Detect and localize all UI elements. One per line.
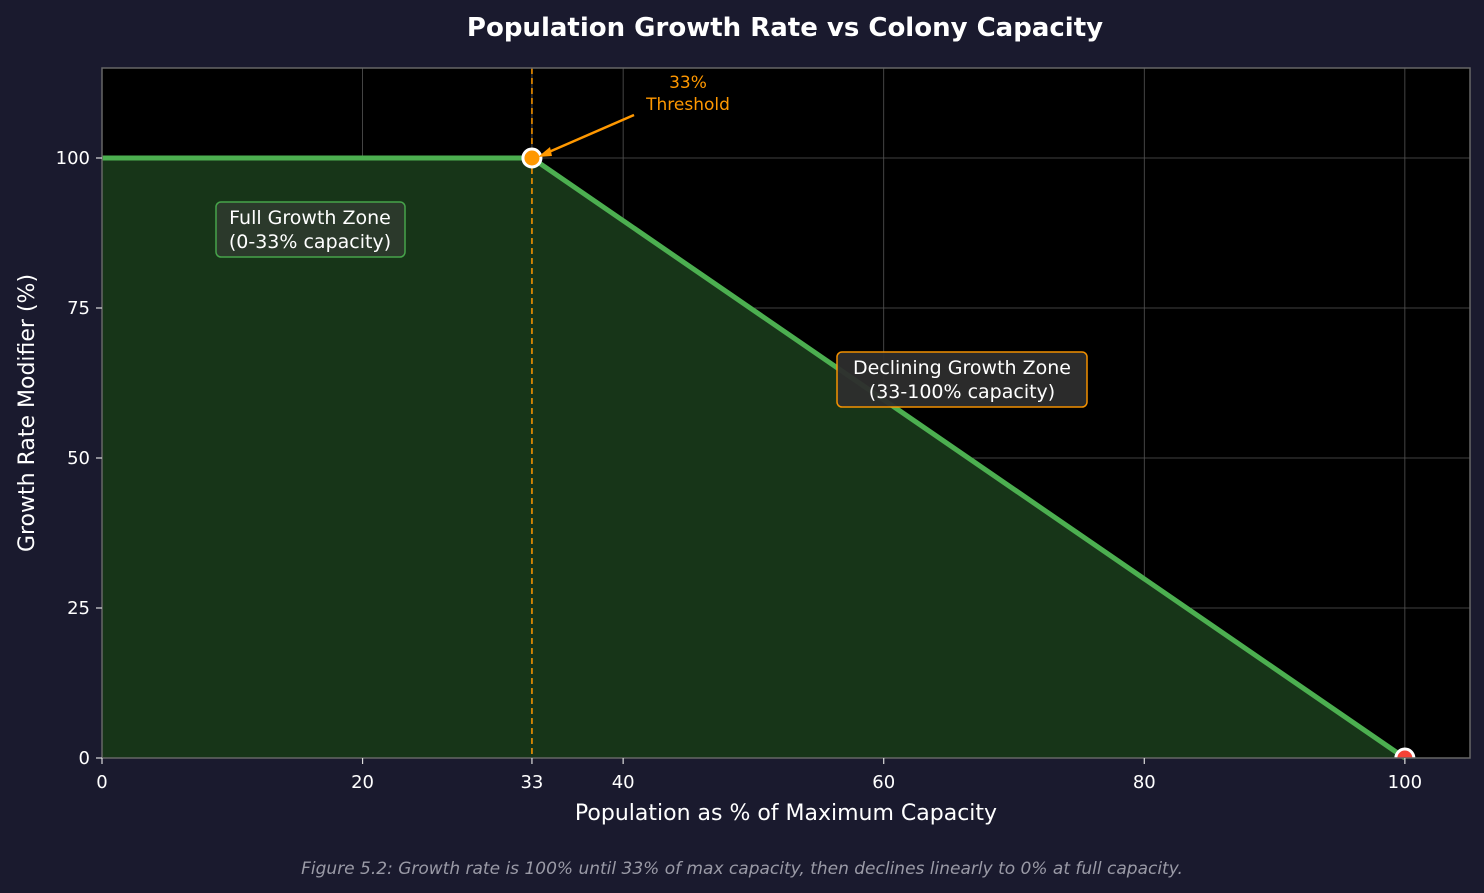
- x-tick-label: 100: [1388, 772, 1422, 793]
- full-zone-line2: (0-33% capacity): [229, 231, 391, 253]
- x-tick-label: 20: [351, 772, 374, 793]
- declining-growth-zone-label: Declining Growth Zone (33-100% capacity): [836, 351, 1088, 408]
- threshold-arrow: [541, 113, 635, 157]
- declining-zone-line1: Declining Growth Zone: [853, 357, 1071, 379]
- y-tick-label: 50: [67, 448, 90, 469]
- y-tick-label: 75: [67, 298, 90, 319]
- ticks: 0 20 33 40 60 80 100 0 25 50 75 100: [56, 148, 1422, 793]
- data-point-marker: [521, 147, 543, 169]
- threshold-label-line1: 33%: [669, 73, 707, 93]
- plot-frame: [101, 67, 1471, 759]
- markers: [521, 147, 1416, 758]
- x-axis-label: Population as % of Maximum Capacity: [575, 801, 997, 826]
- x-tick-label: 0: [96, 772, 107, 793]
- arrow-head-icon: [538, 147, 552, 157]
- x-tick-label: 40: [612, 772, 635, 793]
- y-tick-label: 100: [56, 148, 90, 169]
- threshold-annotation: 33% Threshold: [538, 73, 730, 157]
- growth-area-fill: [102, 158, 1405, 758]
- full-growth-zone-label: Full Growth Zone (0-33% capacity): [215, 201, 406, 258]
- declining-zone-line2: (33-100% capacity): [869, 381, 1055, 403]
- data-point-marker: [1394, 747, 1416, 758]
- y-tick-label: 25: [67, 598, 90, 619]
- y-tick-label: 0: [79, 748, 90, 769]
- x-tick-label: 60: [872, 772, 895, 793]
- x-tick-label: 80: [1133, 772, 1156, 793]
- threshold-label-line2: Threshold: [645, 95, 730, 115]
- chart-title: Population Growth Rate vs Colony Capacit…: [467, 13, 1103, 43]
- full-zone-line1: Full Growth Zone: [229, 207, 391, 229]
- x-tick-label: 33: [520, 772, 543, 793]
- figure-caption: Figure 5.2: Growth rate is 100% until 33…: [301, 859, 1183, 879]
- y-axis-label: Growth Rate Modifier (%): [15, 274, 40, 552]
